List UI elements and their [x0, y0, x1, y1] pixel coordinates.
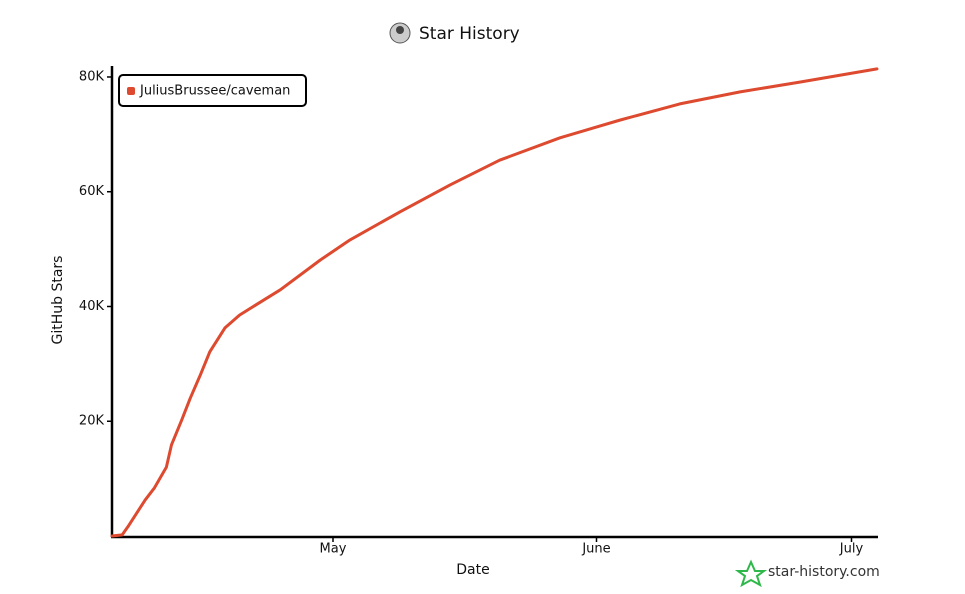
legend-label: JuliusBrussee/caveman	[139, 84, 290, 99]
y-tick-label: 80K	[79, 69, 105, 84]
x-tick-label: May	[320, 542, 347, 557]
y-axis-label: GitHub Stars	[50, 256, 66, 345]
x-tick-label: July	[839, 542, 864, 557]
legend-swatch	[127, 87, 135, 95]
y-tick-label: 20K	[79, 414, 105, 429]
watermark-icon	[734, 559, 768, 588]
watermark-text: star-history.com	[768, 564, 880, 580]
line	[110, 67, 879, 538]
y-tick-label: 40K	[79, 299, 105, 314]
legend-box	[118, 74, 307, 107]
x-axis-label: Date	[456, 562, 489, 578]
chart-title: Star History	[419, 24, 520, 44]
x-tick-label: June	[581, 542, 610, 557]
avatar-head	[396, 26, 404, 34]
watermark: star-history.com	[734, 559, 880, 588]
legend: JuliusBrussee/caveman	[118, 74, 307, 107]
y-tick-label: 60K	[79, 184, 105, 199]
title-group: Star History	[389, 22, 520, 44]
